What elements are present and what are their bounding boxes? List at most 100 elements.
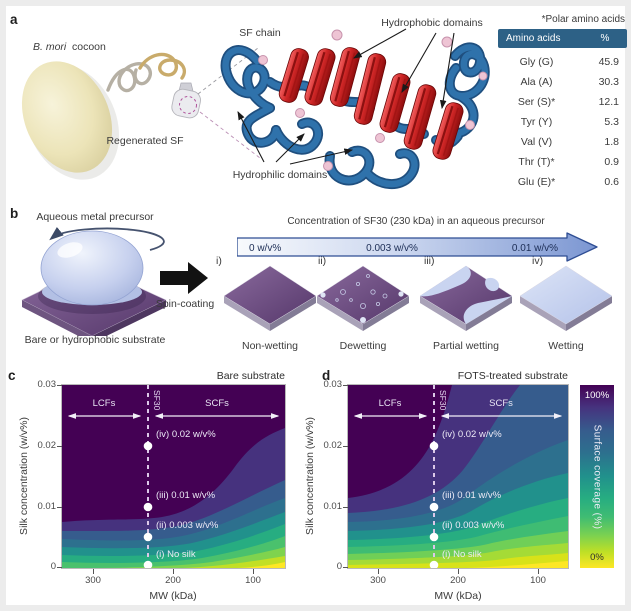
amino-name: Ser (S)* [517,96,556,108]
substrate-wetting-icon [519,265,613,331]
table-header-pct: % [600,33,610,44]
d-xlabel: MW (kDa) [434,590,482,602]
state-label-partial-wetting: Partial wetting [433,340,499,352]
d-xtick-100: 100 [530,575,546,586]
table-header-name: Amino acids [506,33,561,44]
sample-point-iii [143,502,153,512]
c-ylabel: Silk concentration (w/v%) [18,417,30,535]
amino-pct: 0.6 [604,176,619,188]
sf30-divider-label: SF30 [152,390,162,411]
table-row: Tyr (Y) 5.3 [498,112,627,132]
c-xtick-200: 200 [165,575,181,586]
scfs-label: SCFs [489,398,513,409]
table-row: Ser (S)* 12.1 [498,92,627,112]
d-ytick-001: 0.01 [323,501,343,512]
silk-thread-icon [106,62,153,93]
c-ytick-003: 0.03 [37,379,57,390]
substrate-right-edge [92,300,166,336]
hydrophobic-cylinders-illustration [278,47,464,160]
state-numeral-iii: iii) [424,255,435,267]
spin-coating-label: Spin-coating [155,298,215,310]
d-ytick-003: 0.03 [323,379,343,390]
droplet-icon [40,230,144,306]
substrate-dewetting-icon [316,265,410,331]
silk-thread-gold-icon [138,52,187,80]
sample-point-i [429,560,439,568]
c-ytick-0: 0 [50,561,56,572]
d-ytick-002: 0.02 [323,440,343,451]
table-row: Thr (T)* 0.9 [498,152,627,172]
polar-residue-dots [258,29,488,171]
amino-pct: 0.9 [604,156,619,168]
table-row: Val (V) 1.8 [498,132,627,152]
annotation-arrows [237,28,455,165]
spin-rotation-arrow-icon [49,226,165,251]
table-header-row: Amino acids % [498,29,627,48]
state-label-wetting: Wetting [548,340,584,352]
arrow-tick-0: 0 w/v% [249,243,281,254]
point-label-ii: (ii) 0.003 w/v% [156,520,219,531]
sample-point-ii [143,532,153,542]
state-numeral-iv: iv) [532,255,544,267]
scfs-label: SCFs [205,398,229,409]
regenerated-sf-label: Regenerated SF [106,135,184,147]
sf30-divider-label: SF30 [438,390,448,411]
amino-pct: 30.3 [598,76,619,88]
c-ytick-002: 0.02 [37,440,57,451]
amino-name: Tyr (Y) [520,116,553,128]
sf-chain-label: SF chain [239,27,281,39]
substrate-non-wetting-icon [223,265,317,331]
amino-pct: 5.3 [604,116,619,128]
process-arrow-icon [160,262,208,294]
amino-name: Ala (A) [520,76,553,88]
arrow-tick-2: 0.01 w/v% [512,243,558,254]
point-label-i: (i) No silk [442,549,482,560]
amino-name: Val (V) [520,136,553,148]
panel-b-letter: b [10,206,19,221]
d-ytick-0: 0 [336,561,342,572]
concentration-gradient-arrow: 0 w/v% 0.003 w/v% 0.01 w/v% [237,232,598,262]
table-row: Ala (A) 30.3 [498,72,627,92]
substrate-partial-wetting-icon [419,265,513,331]
cocoon-label-rest: cocoon [72,41,106,53]
d-xtick-300: 300 [370,575,386,586]
surface-coverage-colorbar: 100% Surface coverage (%) 0% [580,385,614,568]
sample-point-ii [429,532,439,542]
lcfs-label: LCFs [93,398,116,409]
c-xlabel: MW (kDa) [149,590,197,602]
point-label-iv: (iv) 0.02 w/v% [156,429,216,440]
colorbar-axis-label: Surface coverage (%) [591,424,603,529]
amino-name: Glu (E)* [517,176,556,188]
state-label-dewetting: Dewetting [339,340,387,352]
panel-c-contour-plot: LCFs SCFs SF30 (iv) 0.02 w/v% (iii) 0.01… [62,385,285,568]
panel-d-contour-plot: LCFs SCFs SF30 (iv) 0.02 w/v% (iii) 0.01… [348,385,568,568]
c-xtick-300: 300 [85,575,101,586]
panel-c-annotations: LCFs SCFs SF30 (iv) 0.02 w/v% (iii) 0.01… [67,385,280,568]
point-label-iii: (iii) 0.01 w/v% [442,490,502,501]
c-ytick-001: 0.01 [37,501,57,512]
sample-point-iv [143,441,153,451]
amino-pct: 12.1 [598,96,619,108]
panel-a-illustration: B. mori cocoon SF chain Hydrophobic doma… [21,17,490,189]
bare-substrate-label: Bare or hydrophobic substrate [24,334,166,346]
table-note: *Polar amino acids [541,14,625,25]
hydrophobic-label: Hydrophobic domains [381,17,483,29]
regenerated-sf-vial-icon [171,82,201,119]
cocoon-illustration [21,61,120,180]
amino-name: Thr (T)* [518,156,555,168]
sample-point-iii [429,502,439,512]
spin-coating-illustration [21,226,167,336]
colorbar-min-label: 0% [590,552,604,563]
arrow-tick-1: 0.003 w/v% [366,243,418,254]
point-label-iv: (iv) 0.02 w/v% [442,429,502,440]
d-ylabel: Silk concentration (w/v%) [304,417,316,535]
point-label-ii: (ii) 0.003 w/v% [442,520,505,531]
lcfs-label: LCFs [379,398,402,409]
droplet-highlight [57,242,83,258]
amino-acid-table: *Polar amino acids Amino acids % Gly (G)… [498,14,627,192]
d-xtick-200: 200 [450,575,466,586]
state-label-non-wetting: Non-wetting [241,340,299,352]
amino-pct: 1.8 [604,136,619,148]
colorbar-max-label: 100% [584,390,610,401]
